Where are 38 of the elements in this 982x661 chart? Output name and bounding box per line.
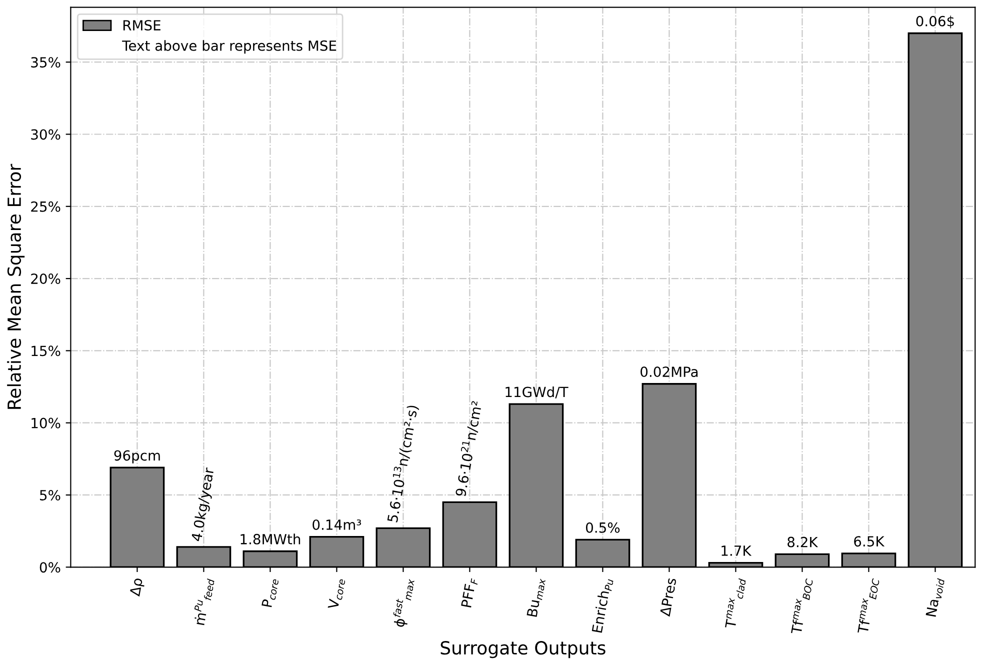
annotation: Text above bar represents MSE (122, 40, 336, 54)
y-tick-label: 20% (31, 274, 60, 284)
annotation: 0.5% (586, 522, 620, 533)
annotation: 11GWd/T (506, 386, 568, 398)
y-tick-label: 10% (32, 418, 60, 428)
x-tick-label: Enrich$_{Pu}$ (591, 578, 614, 634)
y-tick-label: 35% (31, 57, 60, 68)
annotation: 96pcm (114, 450, 160, 464)
annotation: 0.14m³ (312, 519, 362, 530)
x-tick-label: PFF$_{F}$ (461, 577, 478, 608)
annotation: 1.8MWth (240, 534, 300, 544)
annotation: 0.06$ (916, 16, 954, 28)
y-tick-label: 15% (32, 346, 60, 356)
annotation: 6.5K (854, 536, 885, 547)
annotation: 4.0kg/year (190, 466, 217, 542)
x-tick-label: ϕ$^{fast}$$_{max}$ (391, 577, 416, 628)
x-tick-label: Δρ (129, 578, 146, 598)
y-tick-label: 25% (31, 201, 60, 212)
y-axis-title: Relative Mean Square Error (7, 164, 25, 409)
annotation: 9.6·10$^{21}$n/cm² (453, 400, 484, 497)
x-tick-label: Bu$_{max}$ (526, 577, 546, 618)
y-tick-label: 0% (40, 562, 60, 573)
annotation: 8.2K (788, 536, 818, 548)
x-tick-label: P$_{core}$ (262, 578, 279, 608)
x-tick-label: Tf$^{max}$$_{BOC}$ (790, 577, 814, 636)
x-tick-label: V$_{core}$ (328, 578, 346, 610)
y-tick-label: 5% (40, 490, 60, 500)
x-tick-label: Na$_{void}$ (926, 577, 945, 618)
legend-label: RMSE (123, 20, 160, 31)
annotation: 1.7K (722, 546, 752, 556)
annotation: 5.6·10$^{13}$n/(cm²·s) (384, 404, 420, 523)
annotation: 0.02MPa (640, 366, 698, 378)
x-tick-label: ṁ$^{Pu}$$_{feed}$ (192, 577, 215, 626)
x-tick-label: Tf$^{max}$$_{EOC}$ (856, 577, 880, 635)
y-tick-label: 30% (31, 129, 60, 140)
x-tick-label: ΔPres (660, 578, 676, 617)
x-axis-title: Surrogate Outputs (440, 641, 606, 658)
x-tick-label: T$^{max}$$_{clad}$ (724, 577, 746, 630)
